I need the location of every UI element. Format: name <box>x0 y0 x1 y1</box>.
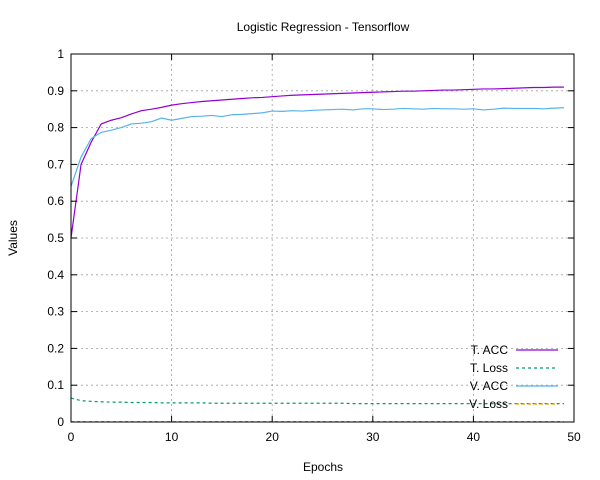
chart-title: Logistic Regression - Tensorflow <box>237 20 410 34</box>
y-tick-label: 0.6 <box>47 194 64 208</box>
y-axis-label: Values <box>6 220 20 256</box>
y-tick-label: 0.2 <box>47 341 64 355</box>
y-tick-label: 0.7 <box>47 157 64 171</box>
y-tick-label: 0.4 <box>47 268 64 282</box>
legend: T. ACC T. Loss V. ACC V. Loss <box>469 343 558 411</box>
series-line-1 <box>70 397 564 405</box>
legend-label: V. ACC <box>470 379 509 393</box>
x-tick-label: 40 <box>467 430 481 444</box>
series-line-0 <box>70 86 564 239</box>
y-tick-label: 0.8 <box>47 121 64 135</box>
axis-ticks: 0 10 20 30 40 50 0 0.1 0.2 0.3 0.4 0.5 0.6 0.7 0.8 0.9 1 <box>47 47 581 444</box>
grid <box>71 54 574 422</box>
y-tick-label: 0.1 <box>47 378 64 392</box>
legend-label: T. ACC <box>471 343 509 357</box>
series-line-2 <box>70 107 564 187</box>
x-tick-label: 30 <box>366 430 380 444</box>
y-tick-label: 0.5 <box>47 231 64 245</box>
x-tick-label: 10 <box>165 430 179 444</box>
y-tick-label: 0.9 <box>47 84 64 98</box>
y-tick-label: 0.3 <box>47 305 64 319</box>
x-tick-label: 0 <box>68 430 75 444</box>
y-tick-label: 1 <box>57 47 64 61</box>
x-tick-label: 20 <box>266 430 280 444</box>
y-tick-label: 0 <box>57 415 64 429</box>
x-tick-label: 50 <box>567 430 581 444</box>
x-axis-label: Epochs <box>303 460 343 474</box>
legend-label: T. Loss <box>470 361 508 375</box>
legend-label: V. Loss <box>469 397 508 411</box>
